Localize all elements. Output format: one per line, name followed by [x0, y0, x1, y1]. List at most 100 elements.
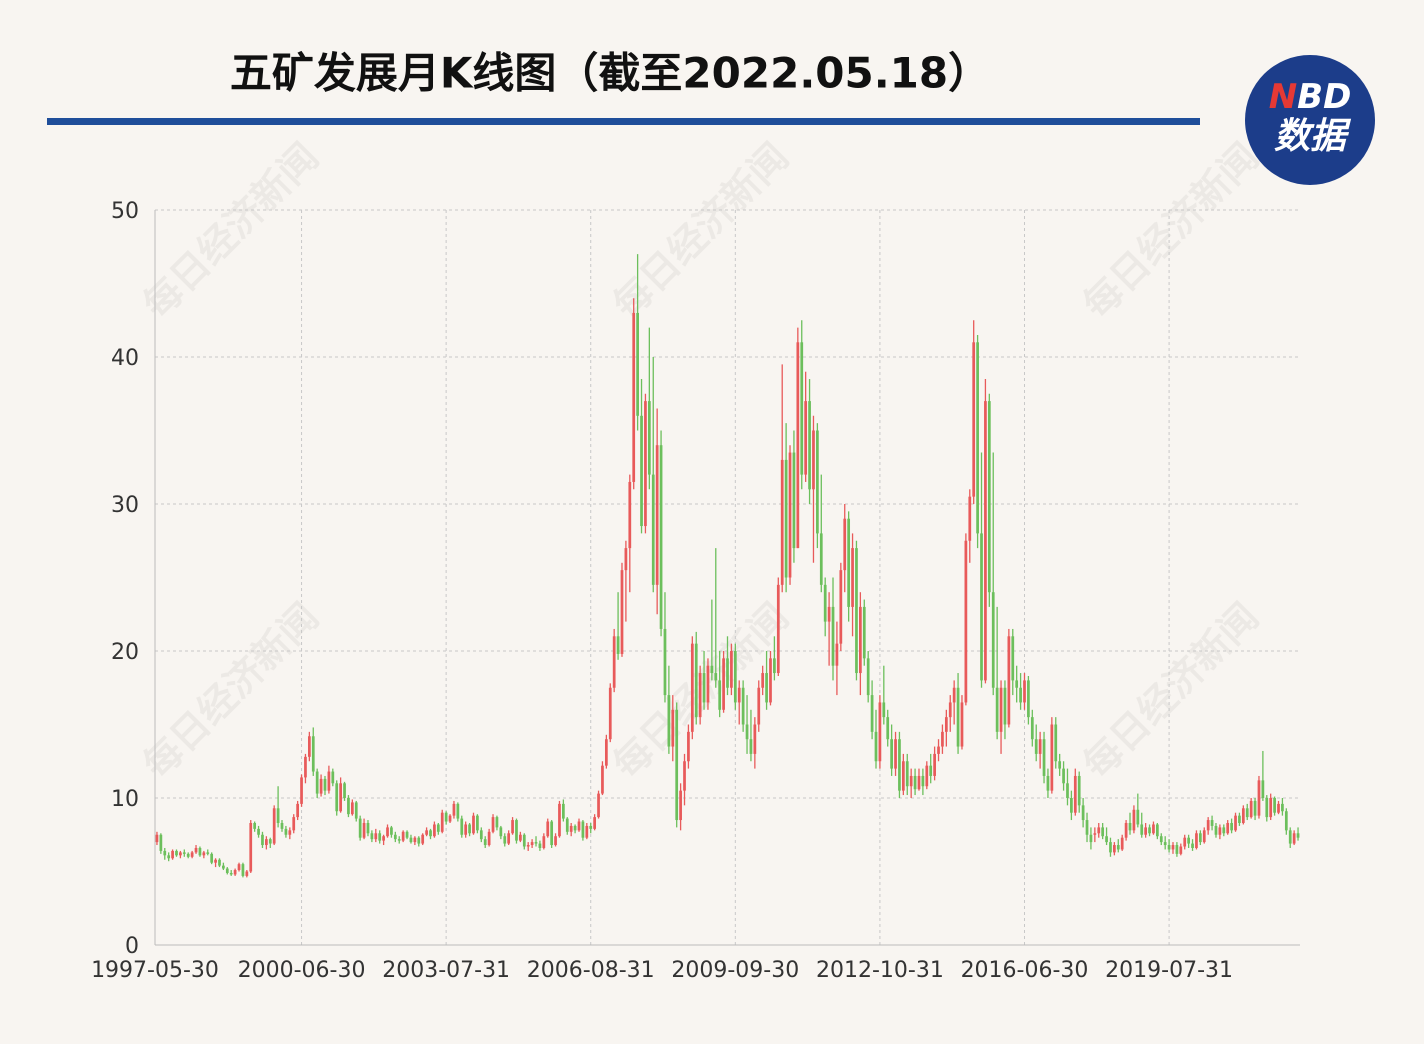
candle-body: [1179, 846, 1183, 854]
candle-body: [675, 709, 679, 821]
candle-body: [714, 673, 718, 681]
candle-body: [1042, 739, 1046, 776]
candle-body: [780, 459, 784, 585]
candle-body: [327, 771, 331, 791]
candle-body: [300, 777, 303, 804]
candle-body: [1124, 822, 1128, 838]
candle-body: [1054, 724, 1058, 762]
candle-body: [272, 808, 276, 844]
candle-body: [249, 822, 253, 872]
candle-body: [397, 839, 401, 841]
candle-body: [491, 817, 495, 832]
candle-body: [1144, 827, 1148, 835]
candle-body: [925, 765, 929, 787]
y-tick-label: 30: [111, 493, 139, 518]
candle-body: [386, 827, 389, 837]
candle-body: [241, 864, 245, 876]
candle-body: [749, 739, 753, 754]
candle-body: [311, 736, 315, 772]
candle-body: [874, 731, 878, 762]
candle-body: [718, 680, 722, 710]
candle-body: [644, 401, 647, 527]
candle-body: [179, 852, 182, 856]
candle-body: [1148, 827, 1151, 834]
candle-body: [522, 834, 526, 847]
candle-body: [1230, 822, 1233, 831]
x-tick-label: 2006-08-31: [527, 958, 655, 983]
candle-body: [773, 658, 776, 674]
candle-body: [937, 746, 940, 754]
y-tick-label: 10: [111, 787, 139, 812]
candle-body: [1034, 739, 1038, 754]
candle-body: [456, 803, 460, 819]
candle-body: [288, 830, 292, 835]
candle-body: [253, 822, 257, 829]
candle-body: [358, 818, 362, 838]
candle-body: [276, 808, 280, 823]
candle-body: [655, 445, 659, 585]
candle-body: [1226, 822, 1230, 834]
candle-body: [1245, 808, 1249, 818]
candle-body: [663, 628, 667, 696]
candle-body: [589, 825, 593, 829]
candle-body: [800, 342, 804, 475]
logo: [1245, 55, 1375, 185]
candle-body: [1269, 798, 1273, 818]
candle-body: [503, 836, 507, 844]
candle-body: [257, 828, 260, 835]
x-tick-label: 2003-07-31: [382, 958, 510, 983]
candle-body: [1292, 833, 1296, 844]
candle-body: [804, 401, 808, 475]
candle-body: [816, 430, 819, 534]
candle-body: [526, 845, 530, 847]
candle-body: [206, 852, 210, 854]
candle-body: [1011, 636, 1015, 681]
candle-body: [1062, 768, 1065, 784]
candle-body: [304, 756, 307, 778]
candle-body: [1195, 833, 1198, 848]
candle-body: [964, 540, 968, 703]
candle-body: [601, 765, 604, 794]
candle-body: [624, 548, 628, 571]
candle-body: [390, 827, 393, 835]
candle-body: [186, 853, 190, 857]
candle-body: [565, 818, 569, 832]
candle-body: [788, 452, 792, 578]
candle-body: [448, 815, 452, 822]
candle-body: [378, 833, 382, 841]
candle-body: [542, 836, 546, 848]
candle-body: [550, 821, 554, 846]
candle-body: [984, 401, 987, 681]
candle-body: [597, 793, 600, 818]
candle-body: [429, 830, 432, 837]
y-tick-label: 20: [111, 640, 139, 665]
plot: [155, 254, 1300, 878]
x-tick-label: 2019-07-31: [1105, 958, 1233, 983]
candle-body: [687, 731, 690, 762]
candle-body: [225, 868, 229, 873]
candle-body: [1206, 820, 1210, 831]
candle-body: [855, 548, 858, 674]
candle-body: [733, 651, 737, 703]
candle-body: [440, 812, 444, 832]
candle-body: [444, 812, 448, 822]
candle-body: [722, 658, 725, 710]
y-tick-label: 40: [111, 346, 139, 371]
candle-body: [952, 687, 956, 703]
candle-body: [198, 847, 202, 856]
candle-body: [190, 852, 194, 857]
candle-body: [425, 830, 428, 835]
logo-bd: BD: [1297, 77, 1351, 117]
candle-body: [233, 870, 237, 875]
candle-body: [968, 496, 972, 541]
candle-body: [182, 852, 186, 854]
candle-body: [706, 665, 710, 703]
candle-body: [370, 833, 374, 840]
candle-body: [710, 665, 714, 674]
candle-body: [495, 817, 499, 828]
candle-body: [1257, 780, 1261, 816]
candle-body: [640, 415, 643, 527]
candle-body: [499, 827, 503, 837]
candle-body: [573, 825, 577, 831]
candle-body: [237, 864, 241, 871]
